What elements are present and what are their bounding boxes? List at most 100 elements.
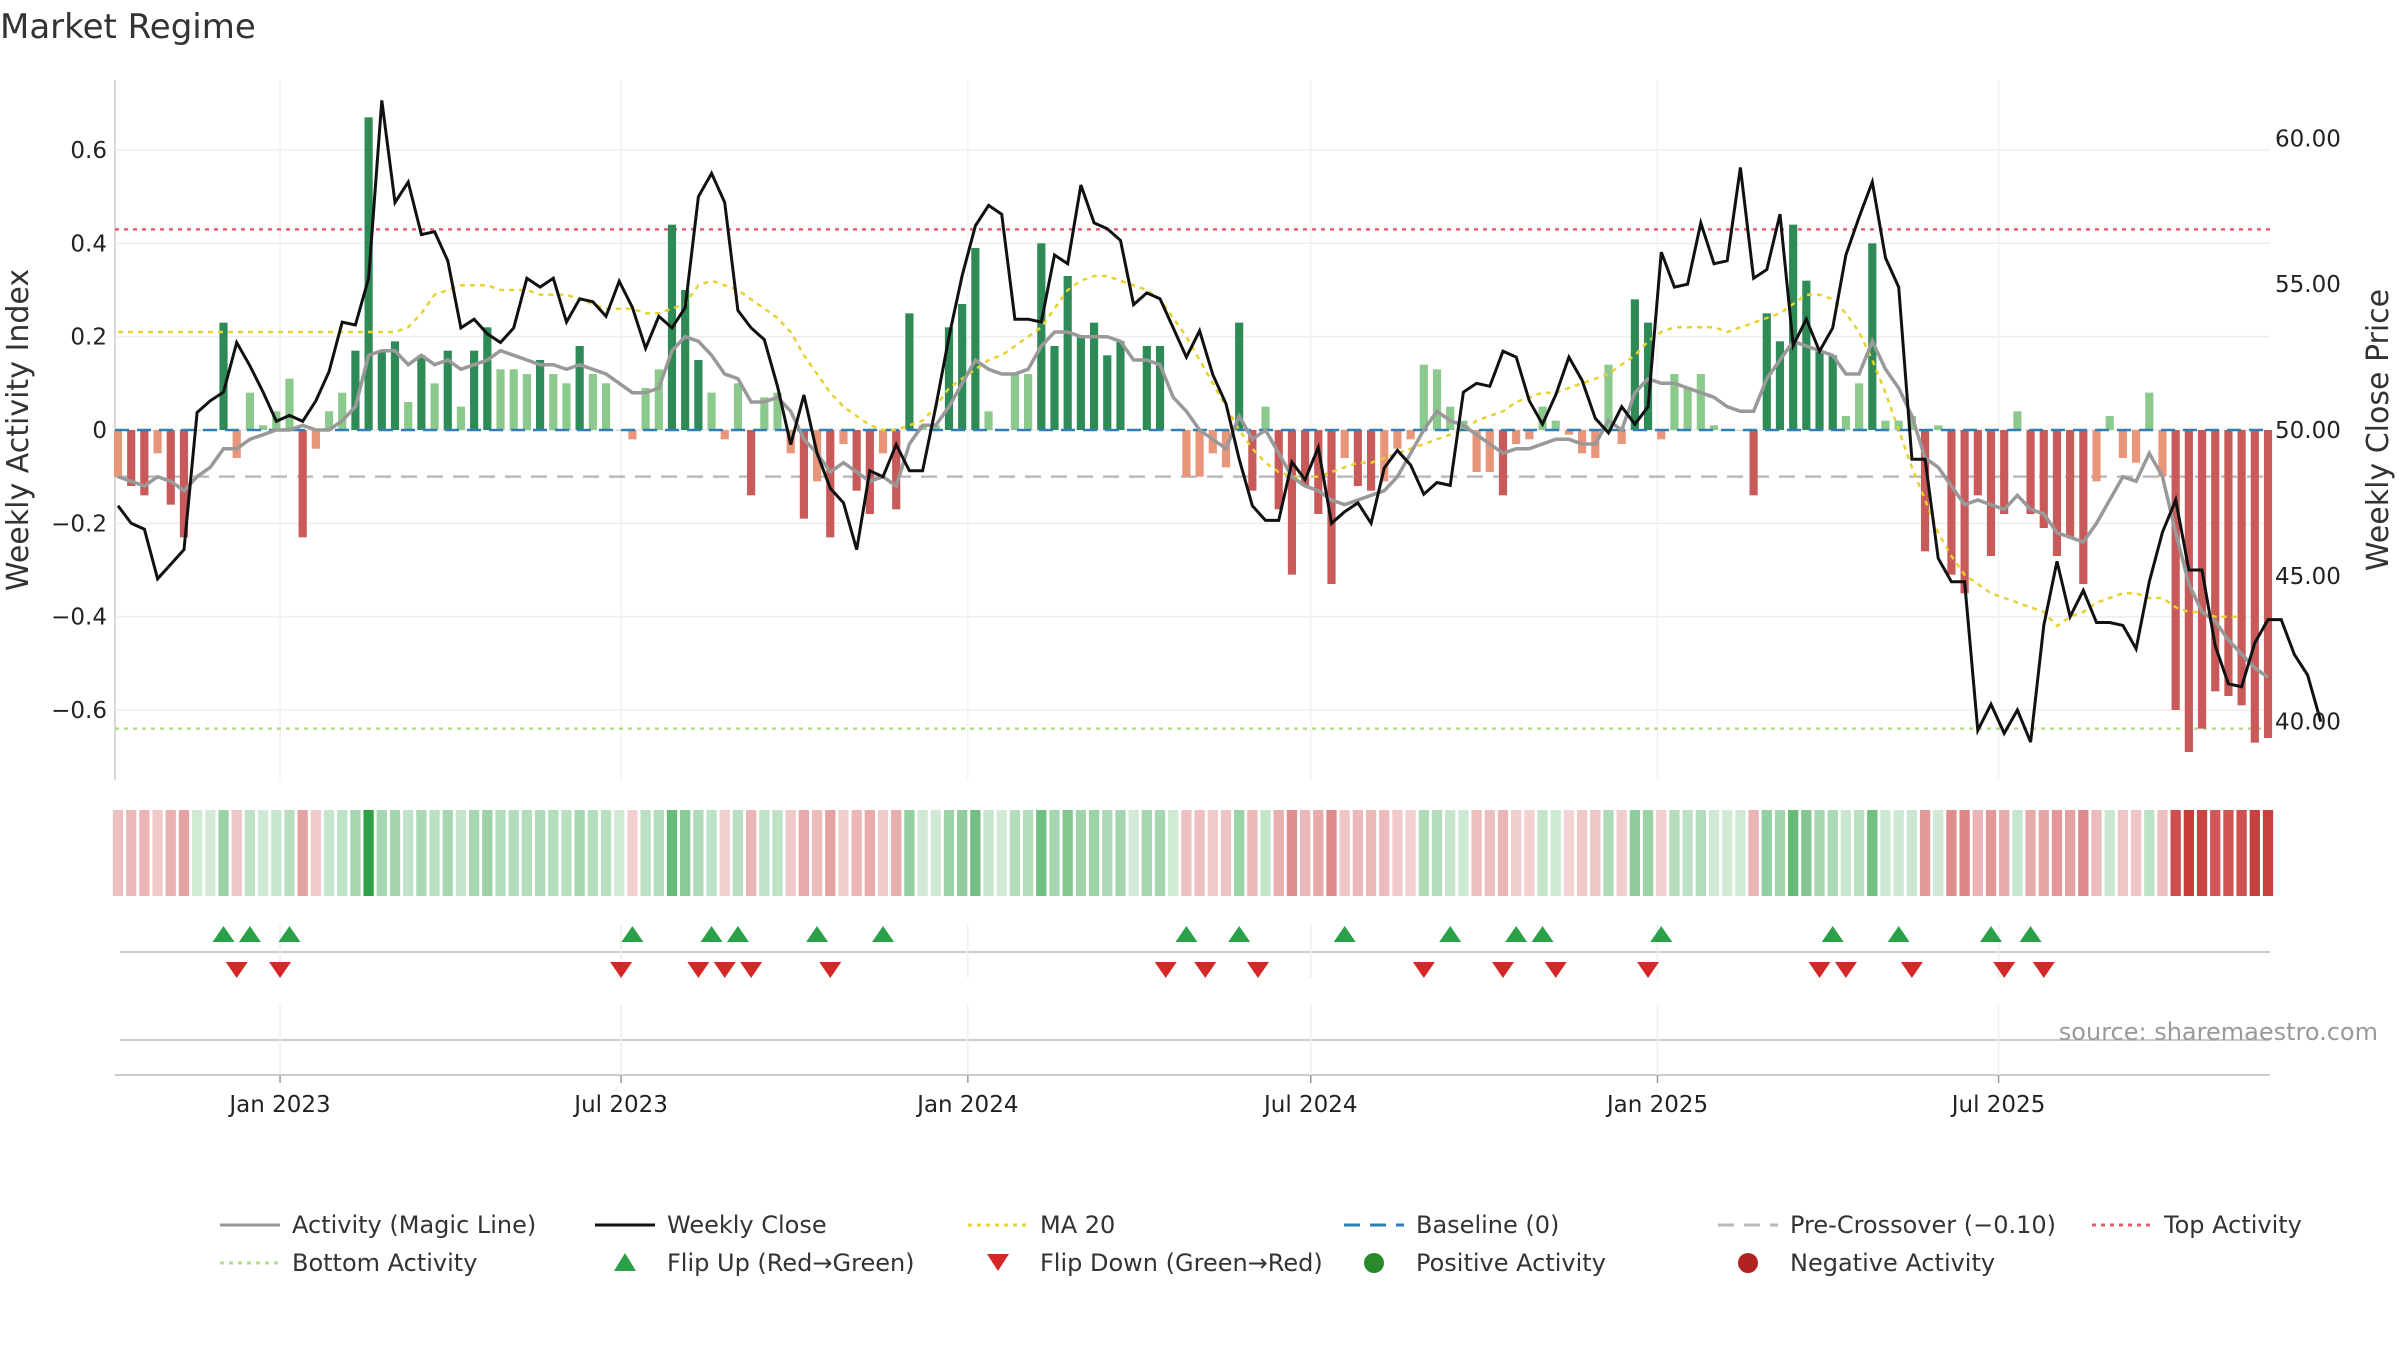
heat-strip-cell [851,810,862,896]
activity-bar [1472,430,1481,472]
heat-strip-cell [1708,810,1720,896]
heat-strip-cell [2236,810,2247,896]
heat-strip-cell [587,810,598,896]
activity-bar [1630,299,1639,430]
x-tick-label: Jan 2023 [227,1092,330,1118]
heat-strip-cell [112,810,124,896]
heat-strip-cell [152,810,163,896]
activity-bar [1050,346,1059,430]
left-axis-ticks: 0.6 0.4 0.2 0 −0.2 −0.4 −0.6 [51,138,107,724]
activity-bar [311,430,320,449]
activity-bar [1538,406,1547,430]
activity-bar [1432,369,1442,430]
legend-label: Bottom Activity [292,1249,477,1277]
activity-bar [852,430,861,491]
activity-bar [1393,430,1402,449]
y-tick-label: −0.2 [51,511,107,537]
x-axis-ticks: Jan 2023 Jul 2023 Jan 2024 Jul 2024 Jan 2025… [227,1075,2045,1118]
activity-bar [1643,322,1653,430]
activity-bar [1063,276,1072,430]
activity-bar [1380,430,1389,482]
activity-bar [1920,430,1930,552]
flip-up-marker [212,926,235,942]
activity-bar [588,374,597,430]
ma20-line [118,274,2242,628]
bottom-panel: source: sharemaestro.com Jan 2023 Jul 202… [115,1005,2378,1118]
x-tick-label: Jan 2024 [915,1092,1018,1118]
y-axis-label-right: Weekly Close Price [2361,289,2396,571]
heat-strip-cell [1220,810,1232,896]
activity-bar [1327,430,1336,584]
heat-strip-cell [917,810,928,896]
heat-strip-cell [363,810,374,896]
activity-bar [799,430,808,519]
heat-strip-cell [1827,810,1838,896]
activity-bar [1037,243,1046,430]
flip-markers-panel [120,925,2270,978]
activity-bar [681,290,690,430]
heat-strip-cell [1774,810,1786,896]
heat-strip-cell [2065,810,2076,896]
activity-bar [958,304,967,430]
activity-bar [654,369,663,430]
heat-strip-cell [1985,810,1997,896]
heat-strip-cell [904,810,915,896]
heat-strip-cell [1181,810,1192,896]
heat-strip-cell [416,810,427,896]
activity-bar [601,383,611,430]
legend-item: Top Activity [2092,1211,2302,1239]
heat-strip-cell [1458,810,1469,896]
activity-bar [1815,350,1824,430]
activity-bar [1762,313,1771,430]
activity-bar [2000,430,2009,514]
heat-strip-cell [455,810,467,896]
heat-strip-cell [350,810,361,896]
activity-bar [1604,364,1613,430]
heat-strip-cell [2104,810,2115,896]
heat-strip-cell [1616,810,1627,896]
heat-strip-cell [983,810,994,896]
flip-down-marker [1900,962,1923,978]
flip-down-marker [269,962,292,978]
flip-down-marker [1544,962,1567,978]
heat-strip-cell [1102,810,1113,896]
activity-bar [760,397,769,430]
heat-strip-cell [1524,810,1535,896]
flip-up-marker [1175,926,1198,942]
heat-strip-cell [1484,810,1495,896]
activity-bar [2066,430,2075,538]
activity-bar [496,369,505,430]
activity-bar [153,430,162,454]
activity-bar [1578,430,1587,454]
activity-bar [1248,430,1257,491]
y-tick-label: −0.4 [51,605,107,631]
heat-strip-cell [231,810,242,896]
heat-strip-cell [891,810,902,896]
activity-bar [1353,430,1362,486]
legend-label: Top Activity [2163,1211,2302,1239]
heat-strip-cell [600,810,612,896]
activity-bar [298,430,307,538]
flip-up-marker [1228,926,1251,942]
activity-bar [1274,430,1283,510]
heat-strip-cell [2025,810,2036,896]
heat-strip-cell [653,810,664,896]
activity-bar [878,430,888,454]
heat-strip-cell [1418,810,1429,896]
activity-bar [2105,416,2114,430]
x-tick-label: Jul 2024 [1262,1092,1358,1118]
heat-strip-cell [759,810,770,896]
activity-bar [179,430,189,538]
heat-strip-cell [1168,810,1179,896]
heat-strip-cell [1695,810,1706,896]
heat-strip-cell [838,810,849,896]
heat-strip-cell [2210,810,2221,896]
activity-bar [232,430,241,458]
activity-bar [1155,346,1165,430]
activity-bar [2145,392,2154,430]
heat-strip-cell [1299,810,1311,896]
heat-strip-cell [521,810,533,896]
heat-strip-cell [745,810,757,896]
activity-bar [1103,355,1112,430]
activity-bar [324,411,334,430]
